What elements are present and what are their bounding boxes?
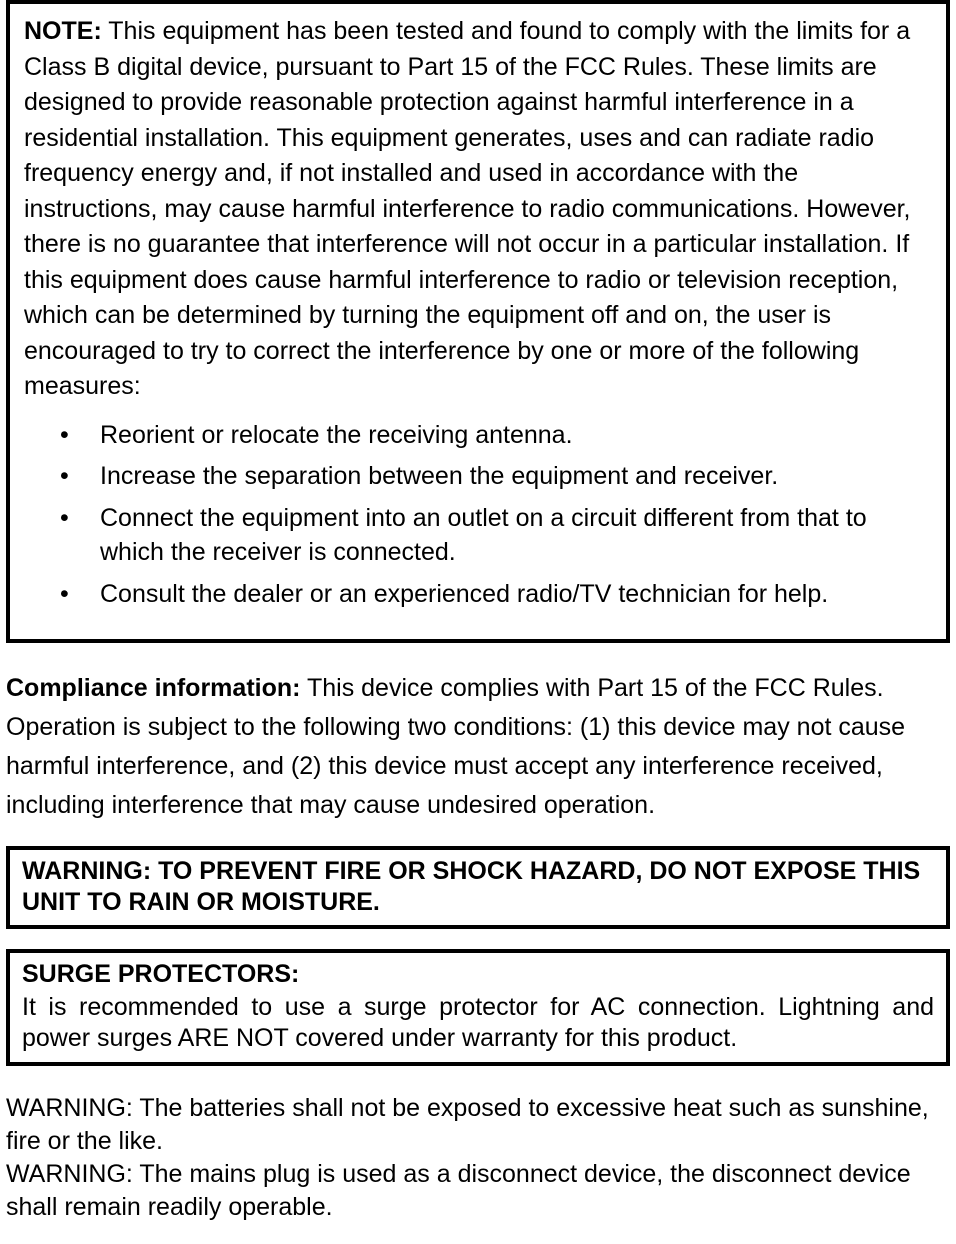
surge-title: SURGE PROTECTORS:	[22, 959, 934, 990]
list-item: Consult the dealer or an experienced rad…	[60, 578, 932, 612]
note-label: NOTE:	[24, 17, 102, 45]
surge-body: It is recommended to use a surge protect…	[22, 992, 934, 1055]
list-item: Increase the separation between the equi…	[60, 460, 932, 494]
warning-box: WARNING: TO PREVENT FIRE OR SHOCK HAZARD…	[6, 846, 950, 929]
document-page: NOTE: This equipment has been tested and…	[0, 0, 956, 1244]
list-item: Connect the equipment into an outlet on …	[60, 502, 932, 570]
surge-box: SURGE PROTECTORS: It is recommended to u…	[6, 949, 950, 1066]
note-bullet-list: Reorient or relocate the receiving anten…	[24, 419, 932, 612]
warning-mains-plug: WARNING: The mains plug is used as a dis…	[6, 1158, 950, 1224]
compliance-paragraph: Compliance information: This device comp…	[6, 669, 950, 824]
plain-warnings: WARNING: The batteries shall not be expo…	[6, 1092, 950, 1224]
note-paragraph: NOTE: This equipment has been tested and…	[24, 14, 932, 405]
compliance-label: Compliance information:	[6, 674, 300, 702]
list-item: Reorient or relocate the receiving anten…	[60, 419, 932, 453]
warning-text: WARNING: TO PREVENT FIRE OR SHOCK HAZARD…	[22, 856, 934, 917]
note-body: This equipment has been tested and found…	[24, 17, 911, 400]
warning-batteries: WARNING: The batteries shall not be expo…	[6, 1092, 950, 1158]
note-box: NOTE: This equipment has been tested and…	[6, 0, 950, 643]
